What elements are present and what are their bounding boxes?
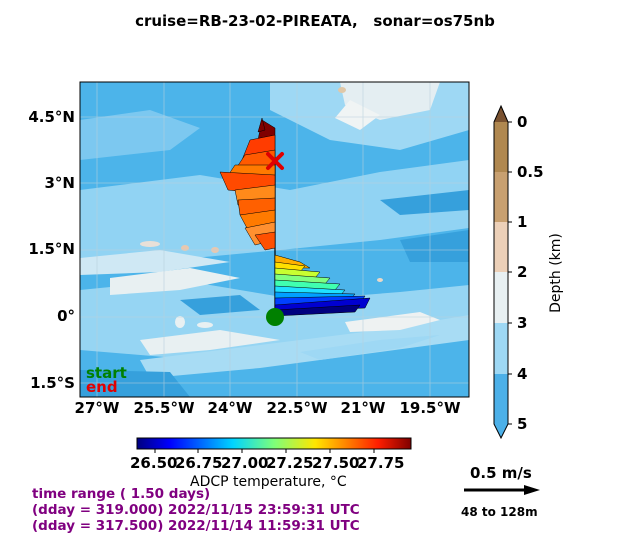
lon-tick: 22.5°W <box>266 399 328 417</box>
temperature-colorbar <box>136 437 412 453</box>
temp-tick: 26.50 <box>130 454 178 472</box>
lon-tick: 27°W <box>74 399 120 417</box>
legend-start: start <box>86 364 127 382</box>
depth-tick: 2 <box>517 263 528 281</box>
sonar-label: sonar=os75nb <box>373 12 495 30</box>
scale-arrow <box>464 485 540 495</box>
time-range: time range ( 1.50 days) <box>32 486 211 502</box>
cruise-label: cruise=RB-23-02-PIREATA, <box>135 12 358 30</box>
lon-tick: 24°W <box>207 399 253 417</box>
time-start: (dday = 317.500) 2022/11/14 11:59:31 UTC <box>32 518 360 534</box>
temp-tick: 27.75 <box>357 454 405 472</box>
lat-tick: 1.5°N <box>28 240 75 258</box>
temp-tick: 27.25 <box>266 454 314 472</box>
plot-title: cruise=RB-23-02-PIREATA, sonar=os75nb <box>0 12 630 30</box>
depth-tick: 4 <box>517 365 528 383</box>
depth-colorbar <box>493 104 512 440</box>
temp-label: ADCP temperature, °C <box>190 474 347 490</box>
lat-tick: 1.5°S <box>30 374 75 392</box>
lat-tick: 3°N <box>44 174 76 192</box>
depth-tick: 0 <box>517 113 528 131</box>
temp-tick: 27.00 <box>221 454 269 472</box>
depth-tick: 5 <box>517 415 528 433</box>
legend-end: end <box>86 378 118 396</box>
start-marker <box>266 308 284 326</box>
scale-depth-label: 48 to 128m <box>461 505 538 519</box>
lon-tick: 19.5°W <box>399 399 461 417</box>
velocity-vectors <box>219 117 371 326</box>
time-end: (dday = 319.000) 2022/11/15 23:59:31 UTC <box>32 502 360 518</box>
depth-label: Depth (km) <box>548 233 564 313</box>
scale-speed-label: 0.5 m/s <box>470 464 532 482</box>
lon-tick: 21°W <box>340 399 386 417</box>
temp-tick: 27.50 <box>312 454 360 472</box>
lat-tick: 4.5°N <box>28 108 75 126</box>
depth-tick: 3 <box>517 314 528 332</box>
lat-tick: 0° <box>57 307 75 325</box>
depth-tick: 0.5 <box>517 163 544 181</box>
temp-tick: 26.75 <box>175 454 223 472</box>
depth-tick: 1 <box>517 213 528 231</box>
lon-tick: 25.5°W <box>133 399 195 417</box>
end-marker <box>266 152 284 170</box>
